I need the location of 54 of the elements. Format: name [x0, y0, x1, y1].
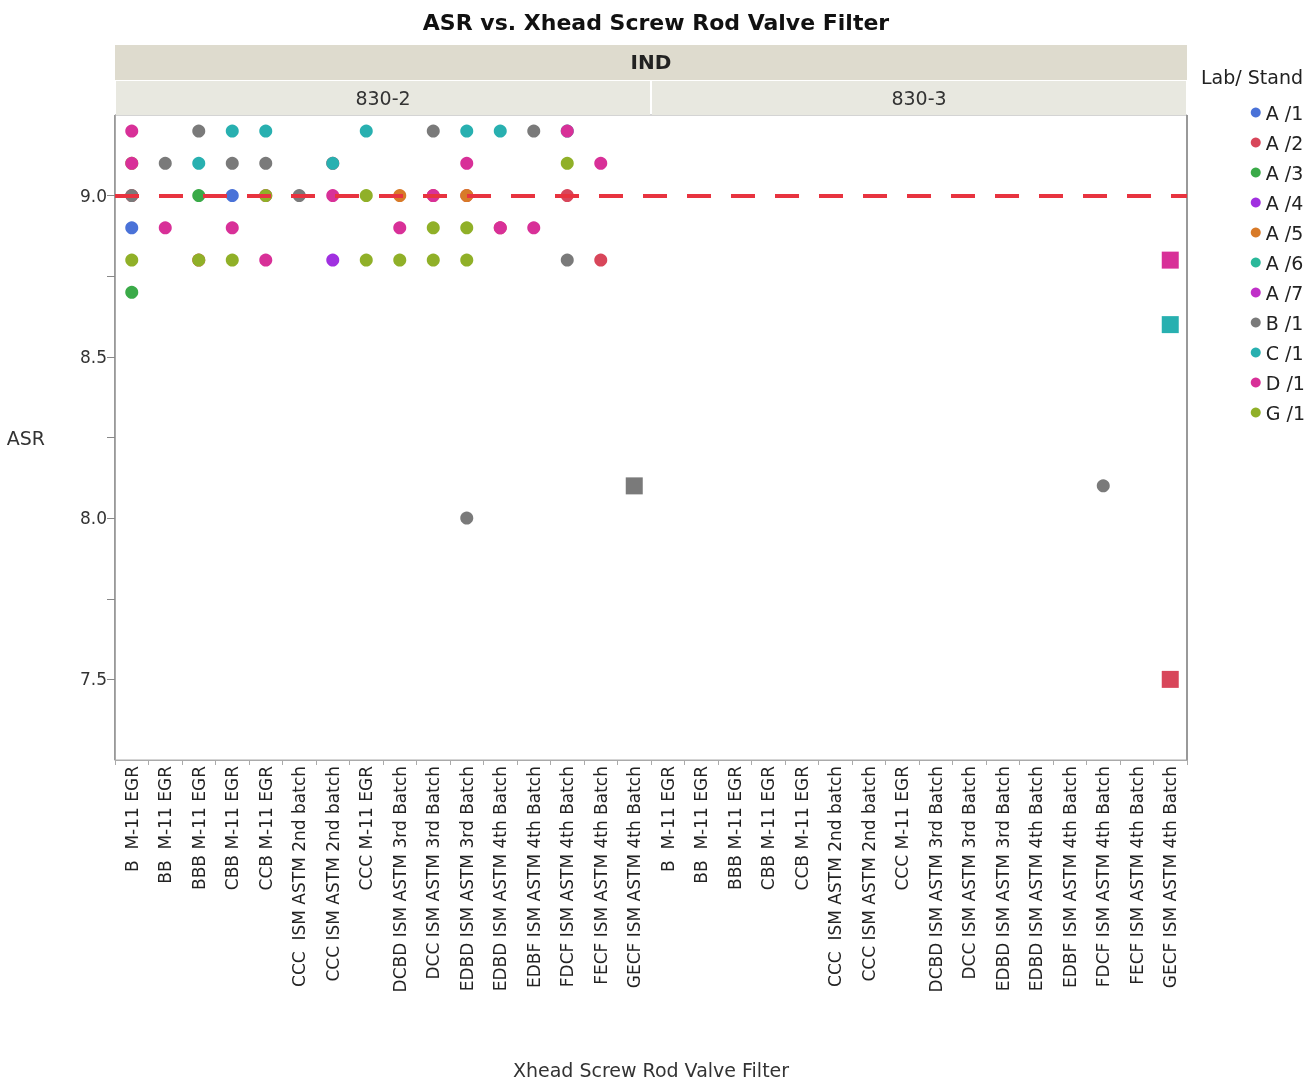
- x-tick-label: DCBD ISM ASTM 3rd Batch: [925, 766, 946, 993]
- x-tick-label: CCC ISM ASTM 2nd batch: [289, 766, 310, 987]
- x-tick-label: CCC ISM ASTM 2nd batch: [322, 766, 343, 982]
- x-tick-label: FECF ISM ASTM 4th Batch: [1126, 766, 1147, 985]
- x-tick-label: DCBD ISM ASTM 3rd Batch: [389, 766, 410, 993]
- legend-label: D /1: [1265, 371, 1305, 394]
- x-tick-label: FDCF ISM ASTM 4th Batch: [557, 766, 578, 988]
- legend-label: A /2: [1265, 131, 1304, 154]
- x-tick-label: CCC ISM ASTM 2nd batch: [858, 766, 879, 982]
- x-tick-label: DCC ISM ASTM 3rd Batch: [423, 766, 444, 980]
- chart-title: ASR vs. Xhead Screw Rod Valve Filter: [422, 9, 890, 35]
- x-tick-label: CBB M-11 EGR: [222, 765, 243, 891]
- x-axis-title: Xhead Screw Rod Valve Filter: [512, 1058, 790, 1081]
- chart-subtitle: IND: [630, 50, 672, 74]
- y-tick-label: 7.5: [79, 669, 107, 690]
- x-tick-label: CCC ISM ASTM 2nd batch: [825, 766, 846, 987]
- legend-label: A /6: [1265, 251, 1304, 274]
- y-axis-title: ASR: [6, 426, 45, 449]
- legend-label: A /5: [1265, 221, 1304, 244]
- x-tick-label: B M-11 EGR: [657, 765, 678, 873]
- legend-label: A /1: [1265, 101, 1304, 124]
- x-tick-label: BBB M-11 EGR: [188, 765, 209, 890]
- x-tick-label: CCC M-11 EGR: [356, 765, 377, 891]
- x-tick-label: CCC M-11 EGR: [892, 765, 913, 891]
- y-tick-label: 9.0: [79, 185, 107, 206]
- x-tick-label: EDBF ISM ASTM 4th Batch: [1059, 766, 1080, 988]
- y-tick-label: 8.0: [79, 508, 107, 529]
- x-tick-label: CCB M-11 EGR: [791, 765, 812, 891]
- x-tick-label: CBB M-11 EGR: [758, 765, 779, 891]
- x-tick-label: BB M-11 EGR: [691, 765, 712, 884]
- legend-title: Lab/ Stand: [1201, 65, 1304, 88]
- legend-label: A /3: [1265, 161, 1304, 184]
- text: 830-2: [355, 87, 411, 109]
- x-tick-label: GECF ISM ASTM 4th Batch: [624, 766, 645, 989]
- legend-label: B /1: [1265, 311, 1304, 334]
- legend-label: C /1: [1265, 341, 1304, 364]
- x-tick-label: EDBD ISM ASTM 4th Batch: [490, 766, 511, 992]
- x-tick-label: BB M-11 EGR: [155, 765, 176, 884]
- x-tick-label: FDCF ISM ASTM 4th Batch: [1093, 766, 1114, 988]
- x-tick-label: B M-11 EGR: [121, 765, 142, 873]
- legend-label: A /7: [1265, 281, 1304, 304]
- x-tick-label: DCC ISM ASTM 3rd Batch: [959, 766, 980, 980]
- x-tick-label: EDBD ISM ASTM 3rd Batch: [992, 766, 1013, 992]
- text: 830-3: [891, 87, 947, 109]
- x-tick-label: EDBD ISM ASTM 3rd Batch: [456, 766, 477, 992]
- x-tick-label: CCB M-11 EGR: [255, 765, 276, 891]
- x-tick-label: EDBF ISM ASTM 4th Batch: [523, 766, 544, 988]
- x-tick-label: BBB M-11 EGR: [724, 765, 745, 890]
- y-tick-label: 8.5: [79, 346, 107, 367]
- x-tick-label: EDBD ISM ASTM 4th Batch: [1026, 766, 1047, 992]
- x-tick-label: GECF ISM ASTM 4th Batch: [1160, 766, 1181, 989]
- legend-label: A /4: [1265, 191, 1304, 214]
- legend-label: G /1: [1265, 401, 1306, 424]
- x-tick-label: FECF ISM ASTM 4th Batch: [590, 766, 611, 985]
